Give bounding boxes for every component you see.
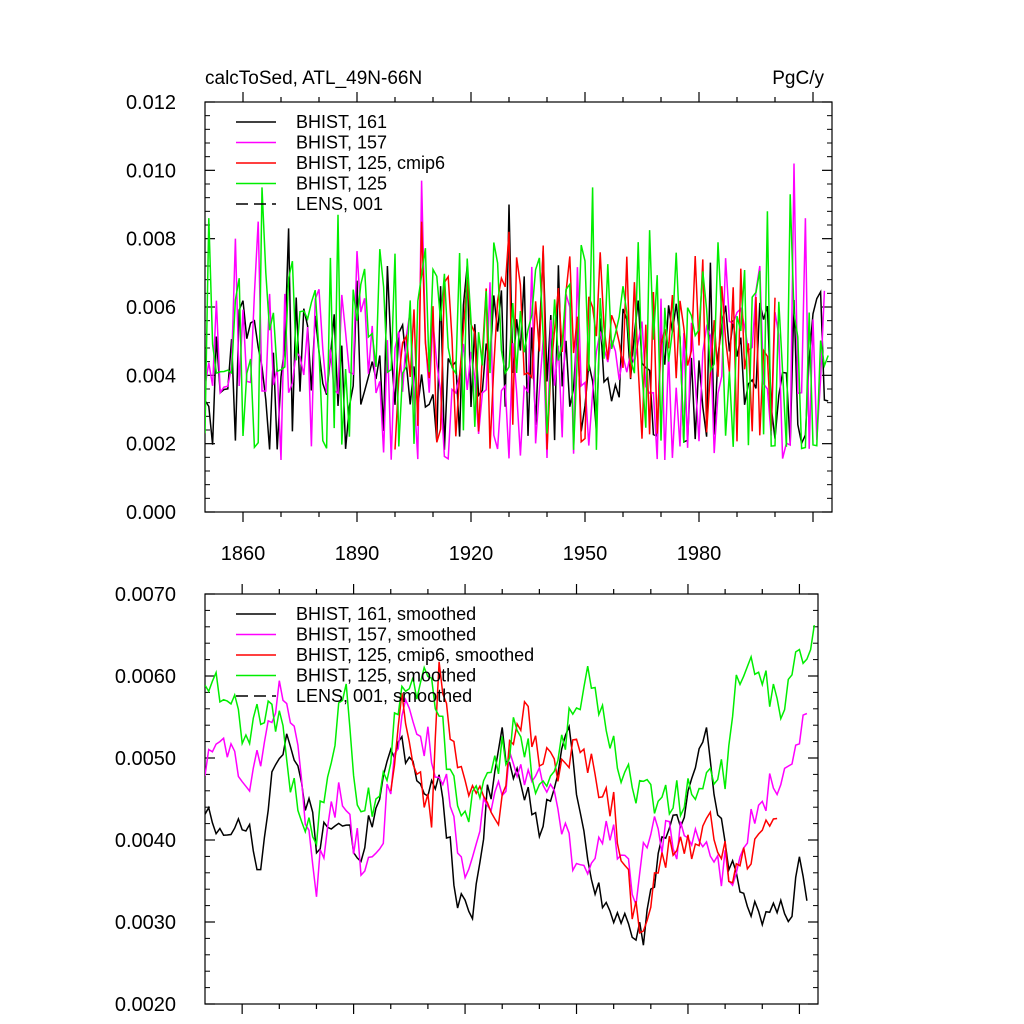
x-tick-label: 1950 (563, 543, 608, 565)
y-tick-label: 0.0030 (115, 912, 176, 934)
x-tick-label: 1890 (335, 543, 380, 565)
series-line-bhist-125 (205, 187, 829, 450)
legend-entry: BHIST, 125 (296, 174, 387, 194)
series-line-bhist-157-smoothed (205, 680, 808, 906)
legend-entry: BHIST, 157, smoothed (296, 625, 476, 645)
y-tick-label: 0.0050 (115, 748, 176, 770)
y-tick-label: 0.006 (126, 297, 176, 319)
y-tick-label: 0.0040 (115, 830, 176, 852)
x-tick-label: 1860 (221, 543, 266, 565)
series-line-bhist-125-cmip6-smoothed (390, 661, 778, 935)
y-tick-label: 0.012 (126, 92, 176, 114)
legend-entry: BHIST, 125, cmip6, smoothed (296, 645, 534, 665)
plot-frame (204, 593, 819, 1005)
series-line-bhist-125-smoothed (205, 624, 816, 848)
chart-panel-bottom: 0.0020 0.0030 0.0040 0.0050 0.0060 0.0070 BHIS… (115, 584, 819, 1016)
series-group (205, 163, 829, 461)
chart-title: calcToSed, ATL_49N-66N (205, 68, 422, 89)
legend-entry: LENS, 001, smoothed (296, 686, 472, 706)
legend-entry: BHIST, 161, smoothed (296, 604, 476, 624)
y-tick-label: 0.008 (126, 229, 176, 251)
y-tick-label: 0.0020 (115, 994, 176, 1016)
legend-entry: BHIST, 125, cmip6 (296, 153, 445, 173)
y-tick-label: 0.0070 (115, 584, 176, 606)
y-tick-label: 0.010 (126, 160, 176, 182)
series-group (205, 624, 816, 946)
x-tick-label: 1920 (449, 543, 494, 565)
y-tick-label: 0.002 (126, 434, 176, 456)
series-line-bhist-125-cmip6 (394, 221, 776, 450)
legend-entry: BHIST, 157 (296, 133, 387, 153)
units-label: PgC/y (772, 68, 824, 89)
y-tick-label: 0.004 (126, 365, 176, 387)
legend-entry: BHIST, 161 (296, 112, 387, 132)
y-tick-label: 0.0060 (115, 666, 176, 688)
x-tick-label: 1980 (677, 543, 722, 565)
legend-entry: LENS, 001 (296, 194, 383, 214)
chart-panel-top: 0.000 0.002 0.004 0.006 0.008 0.010 0.012 1860 1… (126, 68, 833, 565)
y-tick-label: 0.000 (126, 502, 176, 524)
legend-entry: BHIST, 125, smoothed (296, 666, 476, 686)
